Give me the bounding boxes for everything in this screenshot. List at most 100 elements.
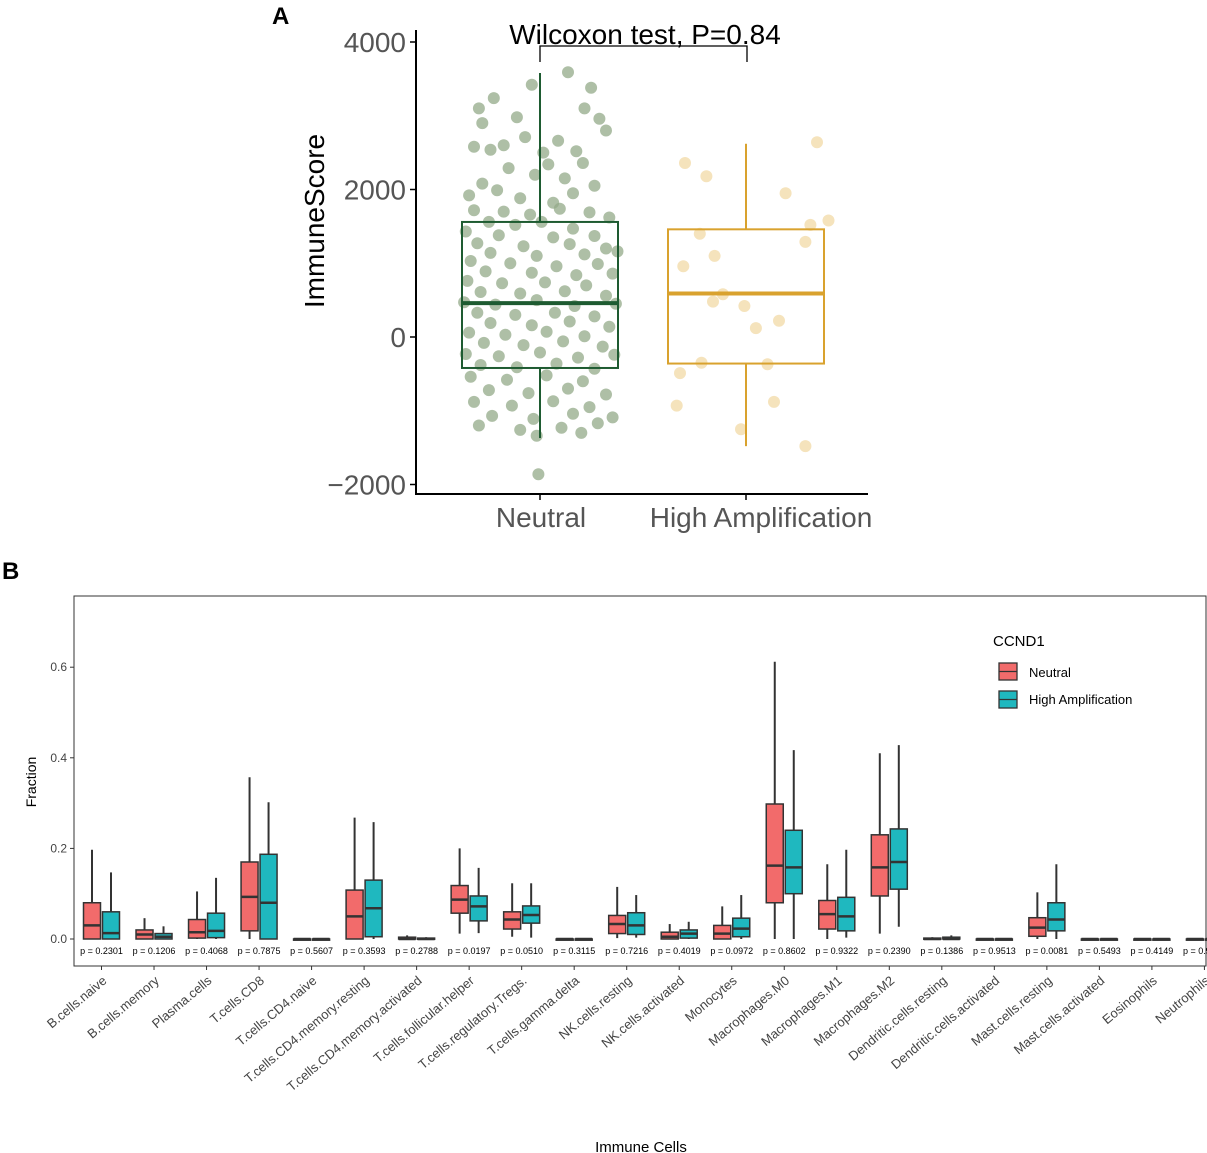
data-point-neutral-80 (463, 326, 476, 339)
data-point-neutral-4 (585, 81, 598, 94)
b-y-tick-label-0: 0.0 (50, 932, 67, 946)
data-point-neutral-7 (476, 117, 489, 130)
data-point-neutral-111 (567, 407, 579, 420)
panel-a-title: Wilcoxon test, P=0.84 (509, 19, 781, 50)
data-point-neutral-41 (547, 231, 560, 244)
y-tick-label-3: 4000 (344, 27, 406, 58)
pvalue-macrophages-m2: p = 0.2390 (868, 946, 911, 956)
data-point-neutral-104 (600, 388, 612, 401)
data-point-neutral-44 (517, 240, 530, 253)
data-point-neutral-51 (464, 255, 477, 267)
x-tick-label-neutral: Neutral (496, 502, 586, 533)
data-point-neutral-33 (583, 206, 596, 219)
data-point-neutral-102 (522, 387, 535, 400)
data-point-high-amplification-132 (738, 300, 751, 312)
data-point-neutral-32 (553, 202, 566, 215)
data-point-neutral-109 (486, 409, 499, 422)
box-neutral-monocytes (712, 924, 732, 940)
data-point-high-amplification-138 (670, 399, 683, 412)
y-tick-label-2: 2000 (344, 175, 406, 206)
data-point-neutral-95 (550, 357, 563, 370)
data-point-neutral-8 (510, 111, 523, 124)
data-point-high-amplification-128 (708, 249, 721, 262)
data-point-neutral-119 (532, 468, 545, 481)
panel-b-boxes (82, 661, 1207, 941)
data-point-neutral-89 (492, 350, 505, 363)
data-point-neutral-29 (468, 204, 480, 217)
data-point-high-amplification-123 (779, 187, 792, 200)
b-x-tick-label-t-cells-gamma-delta: T.cells.gamma.delta (484, 972, 582, 1058)
data-point-neutral-19 (542, 158, 555, 171)
data-point-neutral-13 (484, 143, 497, 156)
data-point-neutral-0 (472, 102, 485, 115)
data-point-high-amplification-127 (799, 235, 812, 248)
data-point-neutral-86 (557, 335, 570, 348)
data-point-neutral-16 (570, 145, 583, 158)
data-point-neutral-99 (540, 369, 553, 382)
box-high-amplification-plasma-cells (206, 912, 226, 939)
data-point-neutral-81 (499, 328, 512, 341)
data-point-neutral-47 (484, 246, 497, 259)
data-point-neutral-63 (474, 286, 487, 298)
pvalue-dendritic-cells-activated: p = 0.9513 (973, 946, 1016, 956)
panel-b-label: B (2, 558, 19, 585)
box-neutral-b-cells-naive (82, 902, 102, 940)
pvalue-macrophages-m0: p = 0.8602 (763, 946, 806, 956)
pvalue-eosinophils: p = 0.4149 (1131, 946, 1174, 956)
data-point-neutral-77 (525, 319, 538, 332)
panel-a-y-ticks: −2000 0 2000 4000 (327, 27, 416, 501)
data-point-neutral-97 (464, 370, 477, 383)
data-point-neutral-79 (603, 320, 616, 333)
pvalue-b-cells-naive: p = 0.2301 (80, 946, 123, 956)
data-point-high-amplification-141 (799, 440, 812, 453)
data-point-high-amplification-131 (707, 295, 719, 308)
data-point-neutral-98 (501, 373, 513, 386)
data-point-neutral-116 (591, 417, 604, 430)
pvalue-nk-cells-activated: p = 0.4019 (658, 946, 701, 956)
data-point-neutral-20 (529, 168, 541, 181)
data-point-neutral-45 (563, 238, 576, 251)
panel-b-x-axis-label: Immune Cells (595, 1139, 687, 1153)
b-x-tick-label-mast-cells-activated: Mast.cells.activated (1011, 973, 1108, 1057)
data-point-neutral-58 (606, 267, 619, 280)
pvalue-b-cells-memory: p = 0.1206 (133, 946, 176, 956)
data-point-neutral-110 (527, 412, 540, 425)
b-x-tick-label-eosinophils: Eosinophils (1099, 972, 1160, 1027)
box-neutral-macrophages-m0 (765, 803, 785, 904)
data-point-high-amplification-129 (677, 260, 690, 273)
pvalue-monocytes: p = 0.0972 (710, 946, 753, 956)
data-point-neutral-113 (472, 419, 485, 432)
b-x-tick-label-neutrophils: Neutrophils (1152, 972, 1207, 1026)
data-point-high-amplification-137 (674, 367, 686, 380)
data-point-neutral-14 (497, 139, 510, 152)
data-point-neutral-17 (576, 157, 589, 169)
pvalue-t-cells-follicular-helper: p = 0.0197 (448, 946, 491, 956)
data-point-neutral-42 (588, 230, 601, 242)
data-point-high-amplification-126 (693, 227, 706, 240)
data-point-neutral-90 (534, 346, 546, 359)
y-tick-label-1: 0 (390, 322, 406, 353)
data-point-neutral-31 (524, 208, 537, 221)
significance-bracket (539, 45, 748, 62)
box-high-amplification-macrophages-m0 (784, 829, 804, 895)
panel-a-y-axis-label: ImmuneScore (299, 134, 330, 308)
data-point-neutral-25 (463, 189, 476, 202)
data-point-neutral-108 (583, 401, 596, 414)
panel-a-points (458, 66, 835, 481)
pvalue-t-cells-cd4-memory-activated: p = 0.2788 (395, 946, 438, 956)
box-neutral (461, 220, 619, 369)
x-tick-label-high-amplification: High Amplification (650, 502, 873, 533)
data-point-neutral-48 (530, 249, 543, 262)
data-point-neutral-43 (471, 237, 484, 250)
data-point-neutral-38 (567, 222, 579, 235)
data-point-neutral-62 (580, 279, 593, 292)
box-high-amplification (667, 228, 825, 365)
data-point-neutral-61 (539, 276, 551, 289)
panel-b-chart: 0.0 0.2 0.4 0.6 p = 0.2301 p = 0.1206 p = 0.4… (23, 595, 1207, 1153)
pvalue-mast-cells-activated: p = 0.5493 (1078, 946, 1121, 956)
b-x-tick-label-t-cells-follicular-helper: T.cells.follicular.helper (371, 972, 478, 1065)
data-point-neutral-23 (588, 179, 601, 192)
pvalue-mast-cells-resting: p = 0.0081 (1025, 946, 1068, 956)
data-point-neutral-22 (476, 177, 489, 190)
data-point-neutral-84 (477, 336, 490, 349)
